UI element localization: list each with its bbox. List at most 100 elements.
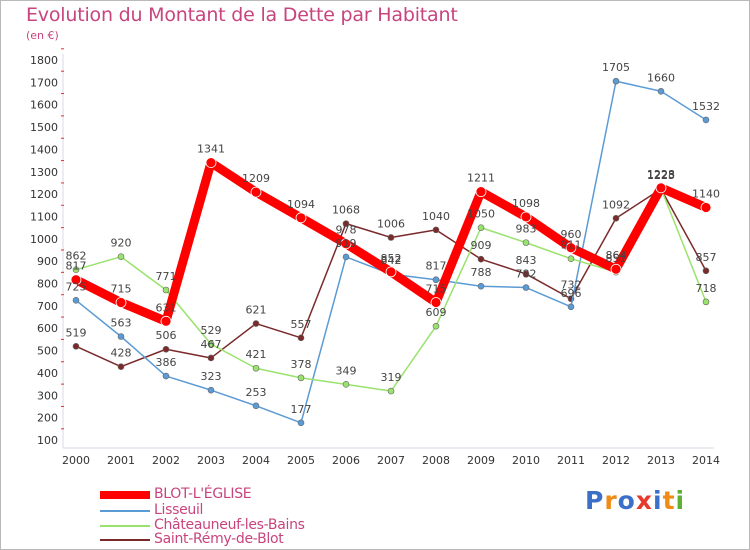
data-label: 817	[66, 260, 87, 273]
data-label: 323	[201, 370, 222, 383]
chart-title: Evolution du Montant de la Dette par Hab…	[26, 4, 458, 26]
data-label: 1209	[242, 172, 270, 185]
data-label: 1140	[692, 188, 720, 201]
data-point	[430, 297, 442, 308]
data-point	[207, 354, 215, 362]
x-tick-label: 2006	[332, 454, 360, 467]
data-label: 349	[336, 364, 357, 377]
data-label: 983	[516, 223, 537, 236]
data-point	[252, 320, 260, 327]
x-tick-label: 2003	[197, 454, 225, 467]
data-point	[702, 116, 710, 124]
y-tick-label: 100	[37, 434, 58, 447]
data-label: 428	[111, 347, 132, 360]
data-point	[477, 255, 485, 263]
data-point	[520, 211, 532, 223]
data-label: 1092	[602, 198, 630, 211]
data-point	[207, 340, 215, 348]
data-point	[295, 212, 307, 224]
data-point	[252, 364, 260, 372]
y-tick-label: 1200	[30, 188, 58, 201]
data-point	[117, 363, 125, 370]
data-label: 920	[111, 237, 132, 250]
y-tick-label: 300	[37, 389, 58, 402]
y-tick-label: 900	[37, 255, 58, 268]
y-tick-label: 800	[37, 278, 58, 291]
data-point	[657, 87, 665, 95]
y-tick-label: 200	[37, 412, 58, 425]
data-label: 563	[111, 317, 132, 330]
data-label: 857	[696, 251, 717, 264]
data-point	[297, 419, 305, 427]
legend-label: BLOT-L'ÉGLISE	[154, 486, 252, 502]
data-label: 978	[336, 224, 357, 237]
proxiti-logo: Proxiti	[585, 486, 685, 515]
data-label: 177	[291, 403, 312, 416]
data-label: 1705	[602, 61, 630, 74]
data-point	[522, 284, 530, 291]
data-label: 1068	[332, 204, 360, 217]
x-tick-label: 2009	[467, 454, 495, 467]
data-label: 621	[246, 304, 267, 317]
data-point	[702, 298, 710, 306]
data-label: 715	[426, 283, 447, 296]
data-point	[252, 402, 260, 410]
data-label: 1225	[647, 169, 675, 182]
unit-label: (en €)	[26, 29, 59, 42]
legend-label: Saint-Rémy-de-Blot	[154, 531, 284, 547]
data-point	[655, 182, 667, 194]
data-point	[72, 343, 80, 350]
legend-swatch	[100, 539, 150, 541]
data-label: 609	[426, 306, 447, 319]
y-tick-label: 1700	[30, 76, 58, 89]
data-point	[70, 274, 82, 286]
data-label: 862	[66, 250, 87, 263]
data-point	[475, 186, 487, 198]
x-tick-label: 2010	[512, 454, 540, 467]
data-label: 771	[156, 270, 177, 283]
data-point	[387, 234, 395, 241]
legend-swatch	[100, 510, 150, 512]
data-label: 557	[291, 318, 312, 331]
data-label: 718	[696, 282, 717, 295]
x-tick-label: 2014	[692, 454, 720, 467]
legend-swatch	[100, 525, 150, 527]
data-point	[342, 253, 350, 261]
data-label: 725	[66, 280, 87, 293]
legend-label: Châteauneuf-les-Bains	[154, 517, 305, 533]
x-tick-label: 2012	[602, 454, 630, 467]
data-point	[342, 381, 350, 388]
data-label: 909	[471, 239, 492, 252]
data-label: 715	[111, 283, 132, 296]
data-label: 1228	[647, 168, 675, 181]
data-point	[432, 226, 440, 234]
data-point	[160, 315, 172, 327]
data-label: 842	[381, 254, 402, 267]
data-label: 1006	[377, 217, 405, 230]
y-tick-label: 700	[37, 300, 58, 313]
data-point	[297, 374, 305, 382]
data-label: 253	[246, 386, 267, 399]
data-label: 911	[561, 239, 582, 252]
data-label: 782	[516, 268, 537, 281]
data-point	[297, 334, 305, 342]
y-tick-label: 1600	[30, 99, 58, 112]
data-point	[117, 253, 125, 261]
data-label: 1341	[197, 143, 225, 156]
y-tick-label: 1000	[30, 233, 58, 246]
data-label: 864	[606, 249, 627, 262]
data-label: 421	[246, 348, 267, 361]
data-label: 529	[201, 324, 222, 337]
data-label: 851	[606, 252, 627, 265]
series-line	[71, 158, 711, 326]
logo-letter: P	[585, 486, 605, 515]
x-tick-label: 2007	[377, 454, 405, 467]
data-point	[567, 255, 575, 263]
data-label: 631	[156, 301, 177, 314]
data-point	[162, 345, 170, 353]
x-tick-label: 2000	[62, 454, 90, 467]
data-label: 852	[381, 252, 402, 265]
logo-letter: i	[675, 486, 686, 515]
y-tick-label: 500	[37, 345, 58, 358]
